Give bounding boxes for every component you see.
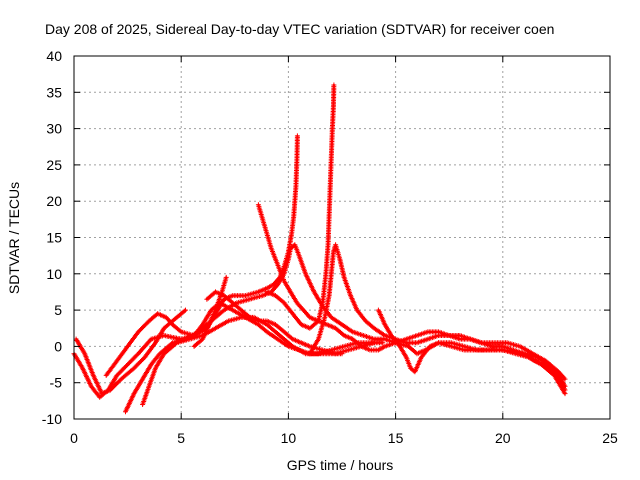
y-tick-label: 35 <box>46 84 62 100</box>
series-plus-markers <box>71 300 345 400</box>
series-arc-11 <box>204 289 377 357</box>
series-arc-9 <box>307 242 568 382</box>
y-axis-label: SDTVAR / TECUs <box>6 182 22 294</box>
series-plus-markers <box>255 202 568 393</box>
series-layer <box>71 82 568 415</box>
series-plus-markers <box>264 82 337 331</box>
y-tick-label: 15 <box>46 230 62 246</box>
series-plus-markers <box>375 307 568 397</box>
y-tick-label: 30 <box>46 121 62 137</box>
y-tick-label: 0 <box>54 338 62 354</box>
y-tick-label: -5 <box>50 375 63 391</box>
y-tick-label: 40 <box>46 48 62 64</box>
series-arc-2 <box>73 307 188 397</box>
grid-layer <box>74 56 610 419</box>
y-tick-label: 20 <box>46 193 62 209</box>
y-tick-label: -10 <box>42 411 62 427</box>
series-plus-markers <box>123 242 568 415</box>
series-arc-10 <box>375 307 568 397</box>
x-tick-label: 0 <box>70 430 78 446</box>
x-tick-label: 20 <box>495 430 511 446</box>
series-plus-markers <box>204 289 377 357</box>
series-arc-7 <box>255 202 568 393</box>
series-plus-markers <box>140 314 386 407</box>
series-plus-markers <box>307 242 568 382</box>
series-arc-8 <box>264 82 337 331</box>
y-tick-label: 5 <box>54 302 62 318</box>
y-tick-label: 10 <box>46 266 62 282</box>
series-band <box>257 203 567 392</box>
series-arc-1 <box>71 300 345 400</box>
chart-title: Day 208 of 2025, Sidereal Day-to-day VTE… <box>45 21 554 37</box>
x-tick-label: 15 <box>388 430 404 446</box>
x-tick-label: 10 <box>281 430 297 446</box>
series-arc-4 <box>123 242 568 415</box>
x-tick-label: 5 <box>177 430 185 446</box>
x-tick-label: 25 <box>602 430 618 446</box>
tick-layer: 0 5 10 15 20 25 -10 -5 0 5 10 15 20 25 30 35 40 <box>42 48 618 446</box>
y-tick-label: 25 <box>46 157 62 173</box>
x-axis-label: GPS time / hours <box>287 457 394 473</box>
